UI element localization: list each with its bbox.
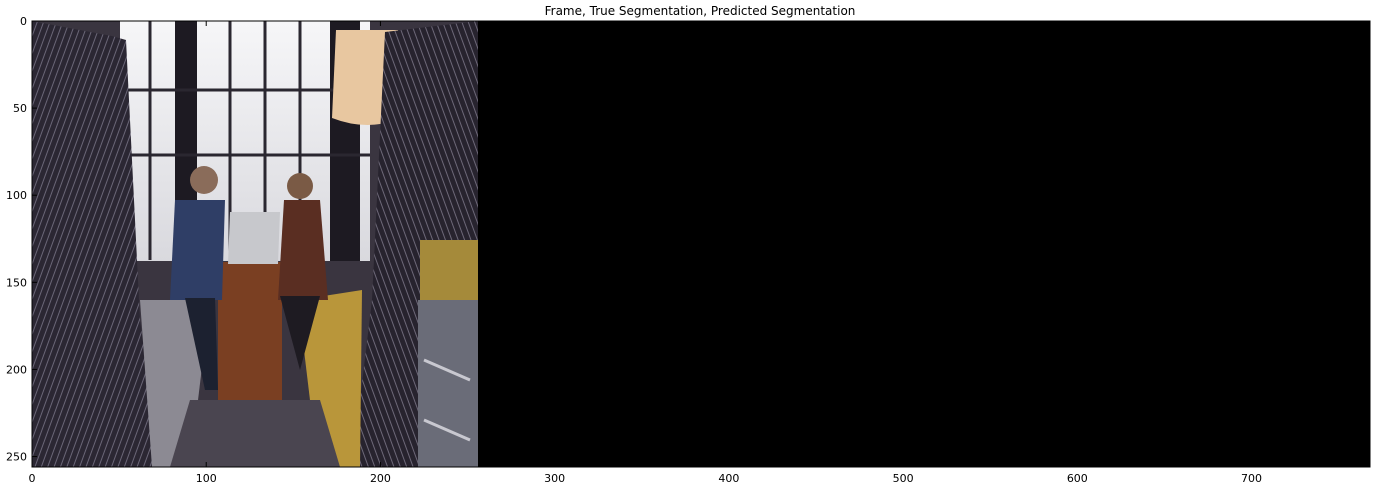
figure-title: Frame, True Segmentation, Predicted Segm… xyxy=(0,4,1376,18)
x-tick-label: 600 xyxy=(1067,472,1088,485)
x-tick-label: 500 xyxy=(893,472,914,485)
y-tick-label: 50 xyxy=(13,102,27,115)
left-booth xyxy=(32,21,160,467)
cabinet xyxy=(418,300,478,467)
y-tick-label: 100 xyxy=(6,189,27,202)
x-tick-label: 300 xyxy=(544,472,565,485)
x-tick-label: 0 xyxy=(29,472,36,485)
axes-frame xyxy=(31,20,1371,468)
frame-photo xyxy=(32,21,478,467)
woman xyxy=(278,200,328,300)
table xyxy=(218,262,282,402)
figure-title-text: Frame, True Segmentation, Predicted Segm… xyxy=(544,4,856,18)
y-tick-label: 250 xyxy=(6,451,27,464)
x-tick-label: 100 xyxy=(196,472,217,485)
y-tick-label: 200 xyxy=(6,363,27,376)
y-ticks: 0 50 100 150 200 250 xyxy=(6,15,1370,464)
x-tick-label: 200 xyxy=(370,472,391,485)
x-ticks: 0 100 200 300 400 500 600 700 xyxy=(29,21,1262,485)
y-tick-label: 150 xyxy=(6,276,27,289)
x-tick-label: 700 xyxy=(1241,472,1262,485)
man xyxy=(170,200,225,300)
x-tick-label: 400 xyxy=(718,472,739,485)
laptop xyxy=(228,212,280,264)
y-tick-label: 0 xyxy=(20,15,27,28)
